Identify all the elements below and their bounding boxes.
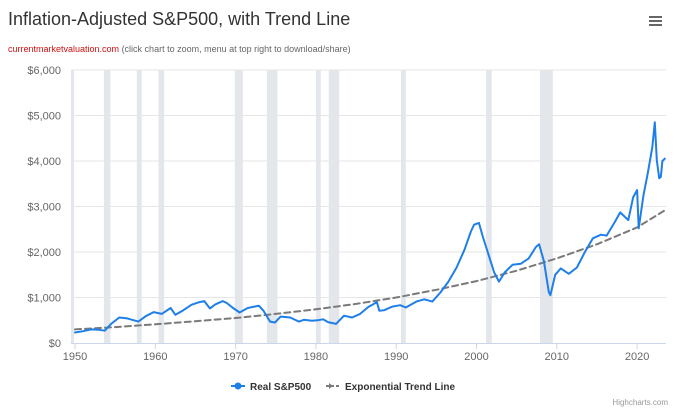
legend-trend-marker: [329, 383, 333, 389]
x-tick-label: 1950: [63, 351, 87, 363]
legend[interactable]: Real S&P500 Exponential Trend Line: [231, 382, 455, 393]
x-tick-label: 1970: [223, 351, 247, 363]
y-tick-label: $1,000: [27, 293, 61, 305]
real-sp500-line[interactable]: [74, 121, 666, 334]
legend-trend-label[interactable]: Exponential Trend Line: [345, 382, 455, 393]
trend-line[interactable]: [74, 209, 667, 331]
source-link[interactable]: currentmarketvaluation.com: [8, 44, 120, 54]
y-tick-label: $4,000: [27, 156, 61, 168]
legend-real-marker: [234, 382, 242, 390]
x-tick-label: 1990: [384, 351, 408, 363]
hamburger-menu-icon[interactable]: [646, 14, 664, 30]
x-tick-label: 2010: [545, 351, 569, 363]
subtitle-note: (click chart to zoom, menu at top right …: [121, 44, 351, 54]
series-group[interactable]: [74, 121, 667, 334]
y-tick-label: $0: [49, 338, 61, 350]
chart-title: Inflation-Adjusted S&P500, with Trend Li…: [8, 9, 351, 29]
x-tick-label: 2000: [464, 351, 488, 363]
credits-link[interactable]: Highcharts.com: [612, 398, 668, 407]
x-tick-label: 2020: [625, 351, 649, 363]
chart-subtitle: currentmarketvaluation.com (click chart …: [8, 44, 351, 54]
y-tick-label: $2,000: [27, 247, 61, 259]
legend-real-label[interactable]: Real S&P500: [250, 382, 312, 393]
axes: $0 $1,000 $2,000 $3,000 $4,000 $5,000 $6,000 19…: [27, 65, 666, 363]
gridlines: [71, 69, 666, 298]
x-tick-label: 1960: [143, 351, 167, 363]
y-tick-label: $5,000: [27, 111, 61, 123]
y-tick-label: $6,000: [27, 65, 61, 77]
y-tick-label: $3,000: [27, 202, 61, 214]
x-tick-label: 1980: [304, 351, 328, 363]
